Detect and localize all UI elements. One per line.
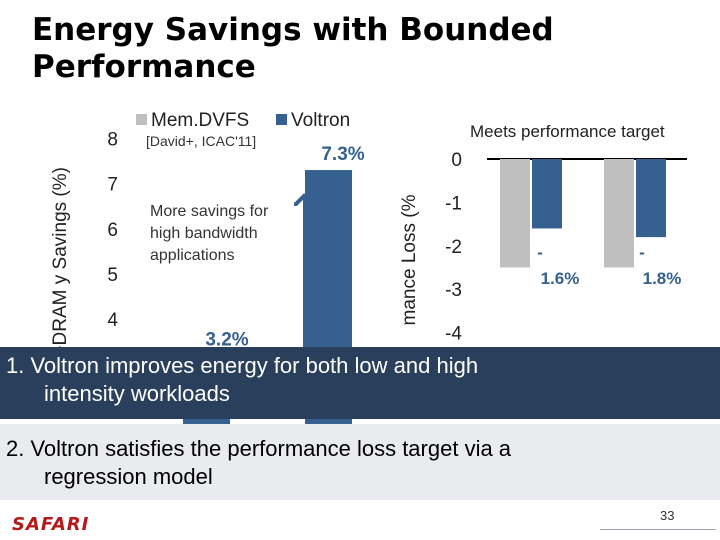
callout-second-line1: 2. Voltron satisfies the performance los… xyxy=(6,436,512,461)
slide-title: Energy Savings with Bounded Performance xyxy=(32,12,554,85)
perf-bar-voltron-1 xyxy=(636,159,666,238)
legend-label-voltron: Voltron xyxy=(291,110,351,131)
perf-y-tick--4: -4 xyxy=(445,324,462,345)
annotation-line-1: More savings for xyxy=(150,203,269,220)
perf-data-label-0-part-0: - xyxy=(537,243,543,262)
annotation-line-3: applications xyxy=(150,247,235,264)
callout-second-line2-wrap: regression model xyxy=(6,464,213,490)
perf-bar-voltron-0 xyxy=(532,159,562,229)
legend-swatch-memdvfs xyxy=(136,114,147,125)
performance-loss-chart: mance Loss (% 0 -1 -2 -3 -4 - 1.6% - 1.8% xyxy=(399,150,687,345)
energy-y-tick-7: 7 xyxy=(107,175,118,196)
energy-y-axis-label: PU+DRAM y Savings (%) xyxy=(50,167,71,383)
perf-y-tick-0: 0 xyxy=(451,150,462,171)
energy-data-label-0: 3.2% xyxy=(205,329,248,350)
callout-first-line1: 1. Voltron improves energy for both low … xyxy=(6,353,479,378)
callout-first-line2: intensity workloads xyxy=(44,381,230,406)
energy-y-tick-4: 4 xyxy=(107,310,118,331)
perf-bar-memdvfs-1 xyxy=(604,159,634,268)
perf-data-label-1: - 1.8% xyxy=(639,243,681,288)
perf-data-label-0: - 1.6% xyxy=(537,243,579,288)
callout-first-line2-wrap: intensity workloads xyxy=(6,381,230,407)
perf-data-label-0-part-1: 1.6% xyxy=(541,269,580,288)
perf-y-axis-label: mance Loss (% xyxy=(399,194,420,325)
page-number: 33 xyxy=(660,508,675,523)
safari-logo: SAFARI xyxy=(12,514,90,535)
legend-item-memdvfs: Mem.DVFS xyxy=(136,110,249,132)
energy-y-tick-5: 5 xyxy=(107,265,118,286)
legend-label-memdvfs: Mem.DVFS xyxy=(151,110,250,131)
energy-y-tick-8: 8 xyxy=(107,129,118,150)
perf-y-tick--1: -1 xyxy=(445,193,462,214)
annotation-line-2: high bandwidth xyxy=(150,225,258,242)
perf-data-label-1-part-1: 1.8% xyxy=(643,269,682,288)
legend-swatch-voltron xyxy=(276,114,287,125)
callout-second: 2. Voltron satisfies the performance los… xyxy=(0,424,720,500)
perf-y-tick--2: -2 xyxy=(445,237,462,258)
perf-y-tick--3: -3 xyxy=(445,280,462,301)
callout-first: 1. Voltron improves energy for both low … xyxy=(0,347,720,419)
legend-item-voltron: Voltron xyxy=(276,110,350,132)
energy-data-label-1: 7.3% xyxy=(321,144,364,165)
perf-data-label-1-part-0: - xyxy=(639,243,645,262)
energy-y-tick-6: 6 xyxy=(107,220,118,241)
legend-citation: [David+, ICAC'11] xyxy=(146,133,257,149)
perf-chart-title: Meets performance target xyxy=(470,122,665,141)
callout-second-line2: regression model xyxy=(44,464,213,489)
footer-rule xyxy=(600,529,716,530)
perf-bar-memdvfs-0 xyxy=(500,159,530,268)
